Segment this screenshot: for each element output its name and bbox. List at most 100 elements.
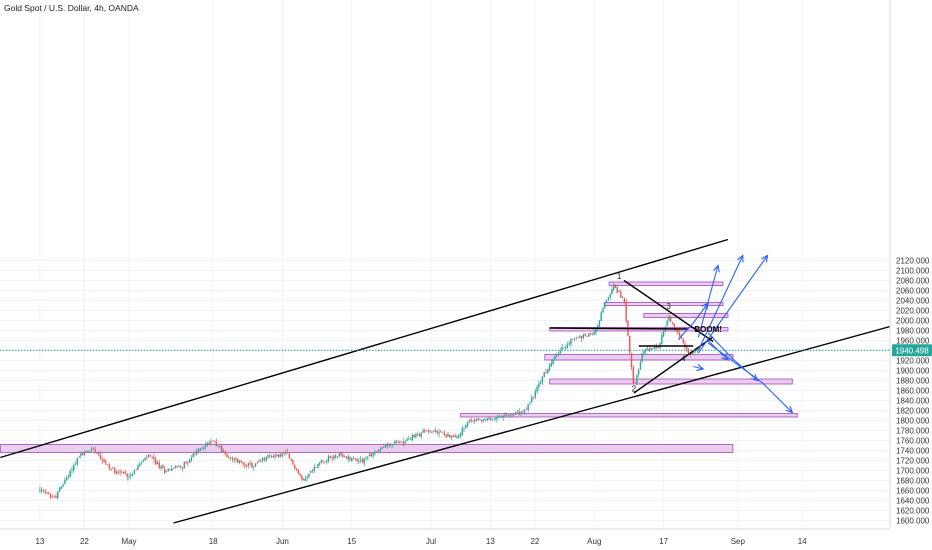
candle-body	[620, 291, 622, 298]
candle-body	[545, 371, 547, 373]
supply-demand-zone	[0, 444, 734, 453]
candle-body	[183, 462, 185, 469]
candle-body	[112, 467, 114, 469]
time-axis[interactable]: 13 22 May 18 Jun 15 Jul 13 22 Aug 17 Sep 14	[35, 537, 807, 546]
candle-body	[561, 346, 563, 351]
candle-body	[101, 459, 103, 461]
candle-body	[466, 422, 469, 426]
candle-body	[73, 465, 75, 471]
price-tick-label: 2080.000	[896, 277, 930, 286]
candle-body	[160, 466, 162, 469]
candle-body	[124, 472, 127, 474]
candle-body	[614, 285, 617, 288]
candle-body	[190, 457, 193, 461]
candle-body	[388, 445, 390, 447]
candle-body	[213, 441, 216, 443]
candle-body	[652, 348, 654, 349]
price-tick-label: 1640.000	[896, 497, 930, 506]
candle-body	[557, 353, 560, 355]
candle-body	[529, 402, 531, 404]
candle-body	[260, 460, 262, 462]
candle-body	[527, 404, 529, 411]
candle-body	[295, 468, 298, 471]
candle-body	[634, 382, 636, 383]
candle-body	[680, 336, 683, 339]
candle-body	[486, 417, 488, 421]
candle-body	[359, 459, 362, 461]
candle-body	[249, 463, 251, 464]
time-tick-label: 18	[209, 537, 218, 546]
candle-body	[365, 457, 367, 459]
price-axis[interactable]: 1600.0001620.0001640.0001660.0001680.000…	[896, 257, 930, 526]
candle-body	[69, 470, 71, 477]
candle-body	[192, 453, 194, 457]
supply-demand-zone	[544, 354, 734, 361]
candle-body	[390, 444, 392, 446]
arrow-head	[696, 364, 705, 371]
candle-body	[67, 475, 70, 477]
candle-body	[105, 461, 107, 464]
candle-body	[85, 451, 87, 452]
candle-body	[523, 409, 526, 413]
candle-body	[333, 455, 335, 459]
candle-body	[666, 321, 668, 326]
candle-body	[340, 453, 342, 455]
candle-body	[114, 468, 116, 473]
candle-body	[343, 456, 346, 457]
current-price-label: 1940.498	[895, 346, 929, 355]
candle-body	[575, 337, 577, 339]
candle-body	[208, 442, 210, 445]
candle-body	[431, 431, 433, 433]
projection-arrow	[693, 365, 704, 370]
candle-body	[454, 435, 456, 438]
candle-body	[375, 451, 378, 453]
candle-body	[653, 346, 656, 350]
arrow-head	[761, 254, 769, 263]
candle-body	[643, 350, 645, 354]
candle-body	[657, 347, 659, 349]
candle-body	[188, 460, 191, 463]
candle-body	[625, 301, 627, 322]
candle-body	[196, 451, 198, 455]
candle-body	[568, 343, 570, 345]
candle-body	[538, 383, 540, 388]
candle-body	[611, 289, 613, 295]
price-tick-label: 1760.000	[896, 437, 930, 446]
candle-body	[591, 333, 594, 335]
candle-body	[506, 414, 508, 415]
candle-body	[272, 456, 275, 458]
candle-body	[433, 430, 435, 432]
candle-body	[276, 454, 278, 457]
candle-body	[256, 462, 259, 464]
candle-body	[372, 452, 374, 456]
candle-body	[299, 473, 301, 476]
time-tick-label: 14	[798, 537, 807, 546]
candle-body	[470, 419, 472, 422]
candle-body	[639, 362, 642, 370]
wave-label: 4	[681, 355, 686, 364]
trendline	[623, 279, 714, 343]
candle-body	[126, 473, 128, 477]
candle-body	[484, 419, 487, 420]
candle-body	[532, 397, 535, 398]
candle-body	[536, 386, 538, 392]
candle-body	[411, 435, 414, 440]
candle-body	[322, 460, 324, 462]
candle-body	[379, 449, 381, 452]
candle-body	[580, 335, 583, 339]
candle-body	[94, 448, 96, 452]
candle-body	[452, 435, 455, 437]
candle-body	[370, 454, 373, 457]
candle-body	[242, 462, 244, 465]
arrow-head	[713, 264, 720, 273]
candle-body	[345, 456, 348, 459]
label-layer: 1 2 3 4 BOOM!	[617, 272, 722, 394]
candle-body	[474, 419, 476, 422]
price-tick-label: 1840.000	[896, 397, 930, 406]
candle-body	[336, 457, 339, 458]
candle-body	[582, 334, 585, 338]
candle-body	[552, 359, 554, 364]
candle-body	[131, 473, 134, 476]
candle-body	[194, 453, 196, 454]
